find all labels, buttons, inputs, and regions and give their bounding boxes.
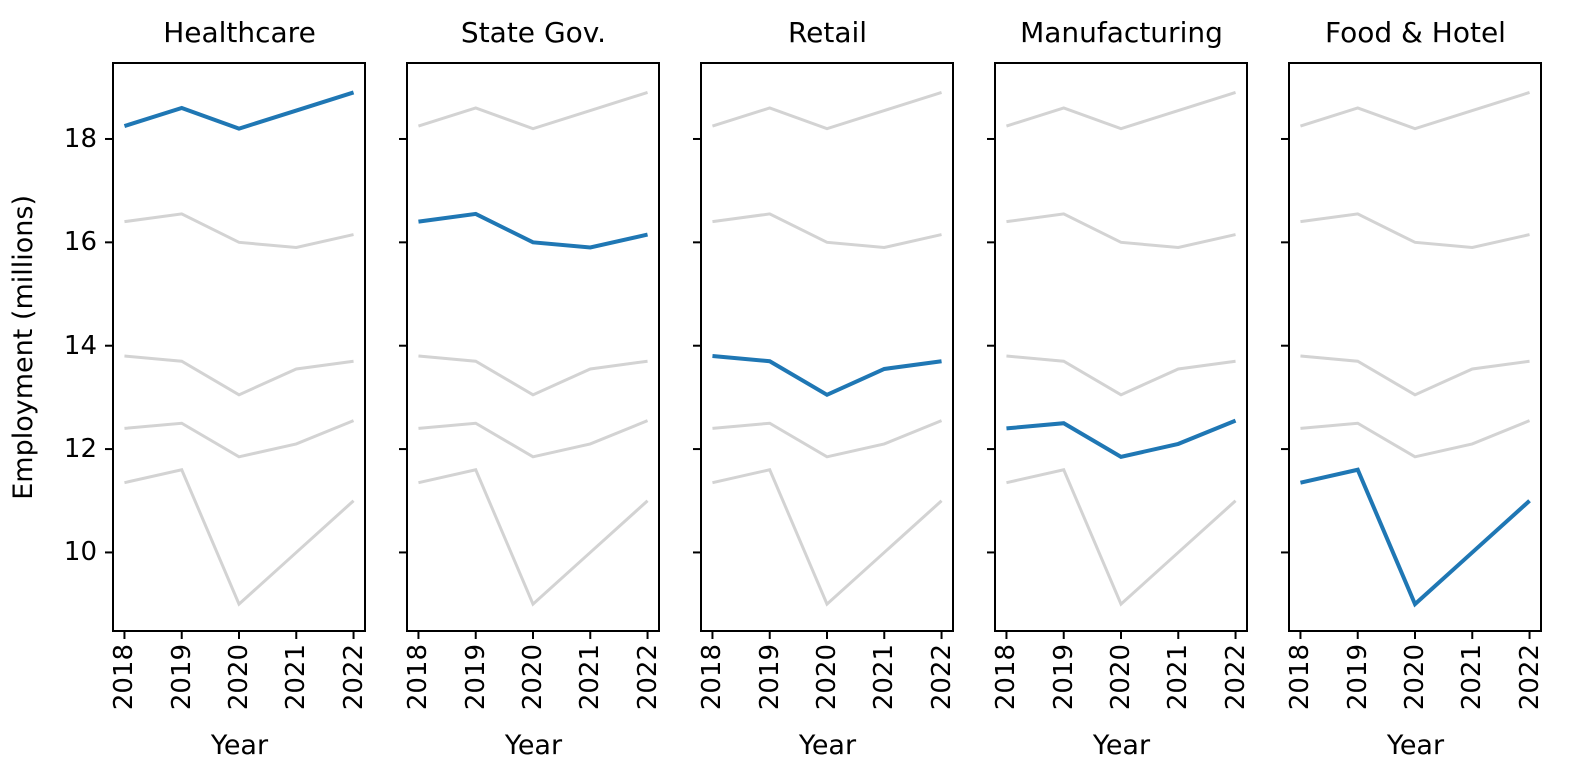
x-tick-label-2020: 2020	[812, 644, 842, 711]
y-tick-label-10: 10	[63, 537, 97, 568]
x-tick-label-2018: 2018	[109, 644, 140, 711]
plot-border	[994, 62, 1248, 632]
series-line-state-gov-highlighted	[418, 211, 648, 250]
series-line-retail-highlighted	[712, 354, 942, 398]
x-tick-label-2022: 2022	[1514, 644, 1545, 711]
series-line-manufacturing-muted	[124, 419, 355, 459]
x-tick-label-2019: 2019	[1342, 644, 1373, 711]
subplot-healthcare	[105, 62, 366, 639]
x-tick-label-2021: 2021	[1163, 644, 1194, 711]
plot-border	[112, 62, 366, 632]
series-line-healthcare-muted	[712, 91, 942, 131]
series-line-manufacturing-muted	[712, 419, 943, 459]
x-tick-label-2020: 2020	[518, 644, 548, 711]
x-tick-label-2018: 2018	[1285, 644, 1316, 711]
y-tick-label-14: 14	[63, 330, 97, 361]
series-line-healthcare-muted	[1300, 91, 1530, 131]
series-line-state-gov-muted	[1006, 212, 1236, 250]
series-line-manufacturing-highlighted	[1006, 418, 1237, 459]
x-tick-label-2022: 2022	[926, 644, 957, 711]
x-tick-label-2022: 2022	[338, 644, 369, 711]
x-tick-label-2020: 2020	[1400, 644, 1430, 711]
subplot-state-gov	[399, 62, 660, 639]
y-tick-label-18: 18	[63, 123, 97, 154]
x-tick-label-2019: 2019	[1048, 644, 1079, 711]
subplot-title-food-hotel: Food & Hotel	[1325, 16, 1506, 49]
y-axis-label-text: Employment (millions)	[8, 194, 39, 500]
series-line-food-hotel-muted	[124, 468, 355, 607]
x-tick-label-2018: 2018	[403, 644, 434, 711]
x-tick-label-2019: 2019	[460, 644, 491, 711]
series-line-food-hotel-highlighted	[1300, 467, 1531, 608]
series-line-healthcare-muted	[418, 91, 648, 131]
series-line-food-hotel-muted	[418, 468, 649, 607]
x-tick-label-2021: 2021	[1457, 644, 1488, 711]
subplot-title-manufacturing: Manufacturing	[1020, 16, 1223, 49]
x-axis-label-manufacturing: Year	[1092, 730, 1151, 761]
series-line-manufacturing-muted	[418, 419, 649, 459]
x-tick-label-2022: 2022	[632, 644, 663, 711]
plot-border	[1288, 62, 1542, 632]
series-line-state-gov-muted	[124, 212, 354, 250]
x-tick-label-2018: 2018	[991, 644, 1022, 711]
y-axis-label: Employment (millions)	[8, 62, 40, 632]
series-line-manufacturing-muted	[1300, 419, 1531, 459]
series-line-retail-muted	[418, 354, 648, 397]
x-tick-label-2021: 2021	[869, 644, 900, 711]
x-tick-label-2019: 2019	[754, 644, 785, 711]
series-line-state-gov-muted	[712, 212, 942, 250]
series-line-healthcare-highlighted	[123, 90, 355, 131]
x-axis-label-food-hotel: Year	[1386, 730, 1445, 761]
x-axis-label-state-gov: Year	[504, 730, 563, 761]
x-tick-label-2020: 2020	[1106, 644, 1136, 711]
subplot-food-hotel	[1281, 62, 1542, 639]
x-tick-label-2021: 2021	[281, 644, 312, 711]
x-axis-label-healthcare: Year	[210, 730, 269, 761]
subplot-title-healthcare: Healthcare	[163, 16, 316, 49]
y-tick-label-12: 12	[63, 434, 97, 465]
series-line-state-gov-muted	[1300, 212, 1530, 250]
subplot-manufacturing	[987, 62, 1248, 639]
plot-border	[700, 62, 954, 632]
series-line-healthcare-muted	[1006, 91, 1236, 131]
x-tick-label-2018: 2018	[697, 644, 728, 711]
series-line-retail-muted	[1006, 354, 1236, 397]
x-tick-label-2020: 2020	[224, 644, 254, 711]
series-line-retail-muted	[124, 354, 354, 397]
series-line-food-hotel-muted	[712, 468, 943, 607]
subplot-title-retail: Retail	[787, 16, 868, 49]
x-tick-label-2022: 2022	[1220, 644, 1251, 711]
series-line-food-hotel-muted	[1006, 468, 1237, 607]
y-tick-label-16: 16	[63, 227, 97, 258]
series-line-retail-muted	[1300, 354, 1530, 397]
x-axis-label-retail: Year	[798, 730, 857, 761]
x-tick-label-2019: 2019	[166, 644, 197, 711]
subplot-title-state-gov: State Gov.	[460, 16, 607, 49]
subplot-retail	[693, 62, 954, 639]
plot-border	[406, 62, 660, 632]
x-tick-label-2021: 2021	[575, 644, 606, 711]
